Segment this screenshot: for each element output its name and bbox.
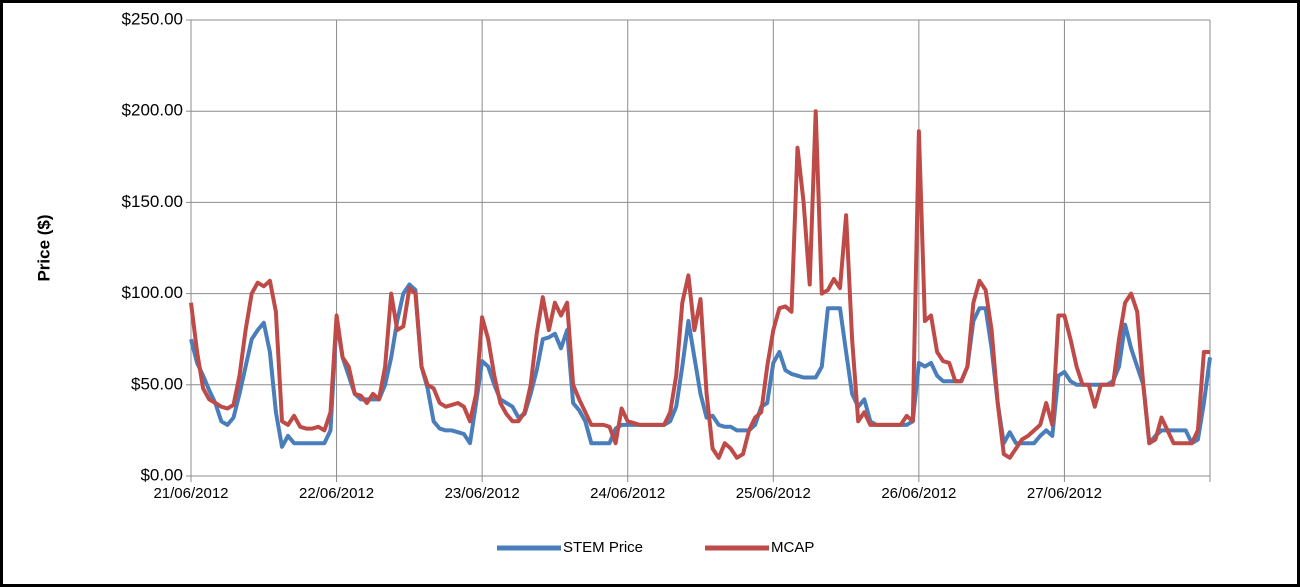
y-tick-label: $50.00 — [131, 374, 183, 393]
x-tick-label: 21/06/2012 — [153, 485, 228, 502]
series-line — [189, 109, 1210, 460]
x-tick-label: 23/06/2012 — [445, 485, 520, 502]
x-tick-label: 26/06/2012 — [881, 485, 956, 502]
y-tick-label: $250.00 — [122, 9, 183, 28]
legend-label: STEM Price — [563, 539, 643, 556]
y-tick-label: $200.00 — [122, 101, 183, 120]
x-tick-label: 22/06/2012 — [299, 485, 374, 502]
x-tick-label: 27/06/2012 — [1027, 485, 1102, 502]
x-tick-label: 24/06/2012 — [590, 485, 665, 502]
y-tick-label: $0.00 — [140, 465, 183, 484]
y-axis-title: Price ($) — [34, 214, 53, 281]
y-tick-label: $150.00 — [122, 192, 183, 211]
x-tick-label: 25/06/2012 — [736, 485, 811, 502]
legend-label: MCAP — [771, 539, 814, 556]
y-tick-label: $100.00 — [122, 283, 183, 302]
series-line — [189, 282, 1212, 449]
